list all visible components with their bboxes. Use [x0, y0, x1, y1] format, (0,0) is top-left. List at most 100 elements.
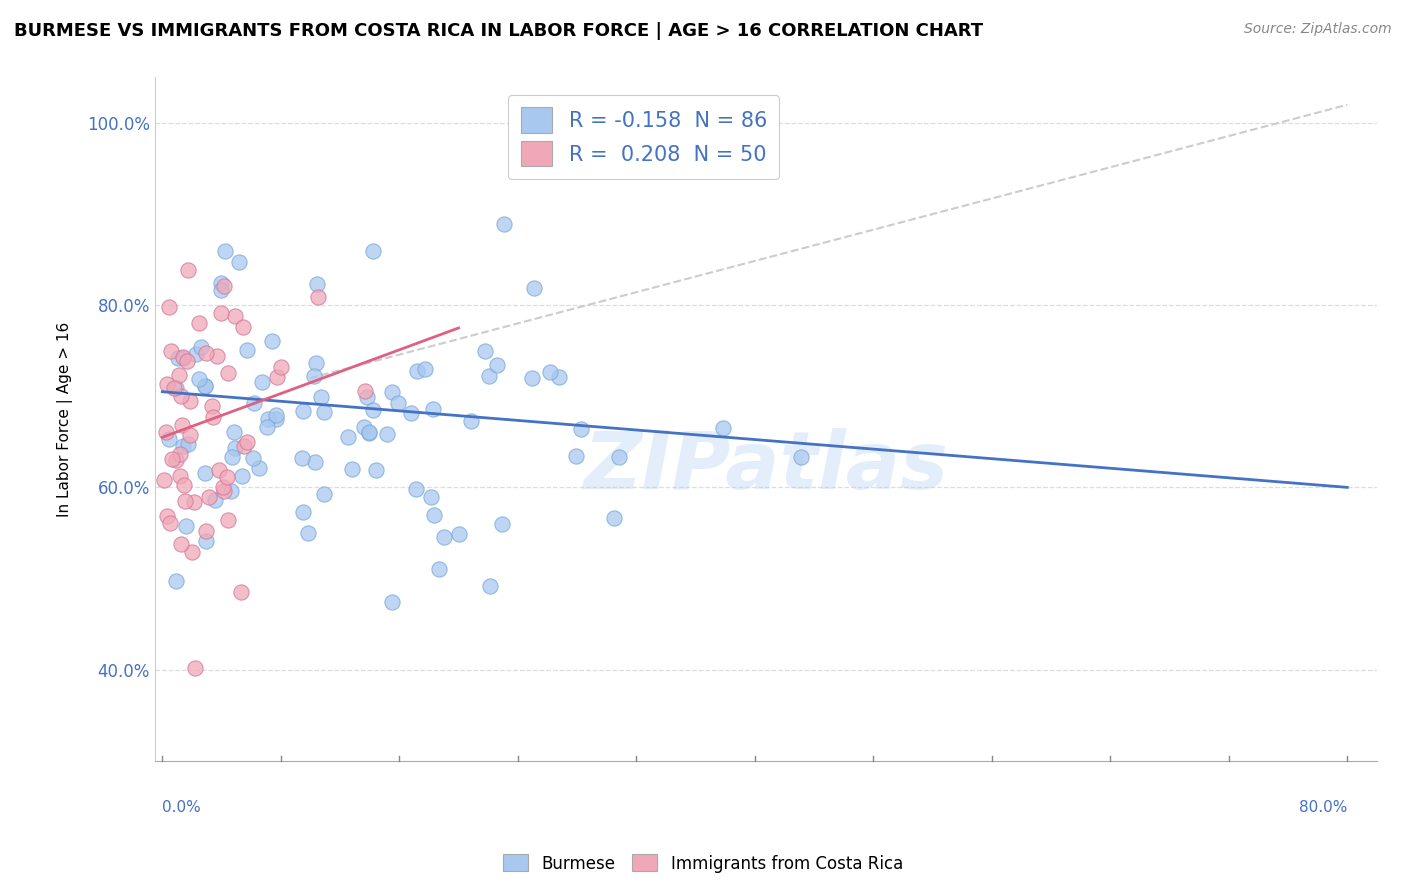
Point — [547, 370, 569, 384]
Point — [292, 404, 315, 418]
Point — [157, 432, 180, 446]
Point — [270, 359, 292, 374]
Point — [179, 394, 201, 409]
Text: 0.0%: 0.0% — [162, 799, 201, 814]
Point — [222, 425, 245, 439]
Point — [522, 371, 544, 385]
Point — [165, 381, 187, 395]
Point — [233, 439, 256, 453]
Point — [264, 409, 287, 423]
Point — [405, 482, 427, 496]
Point — [197, 490, 219, 504]
Text: 80.0%: 80.0% — [1299, 799, 1347, 814]
Point — [342, 462, 364, 476]
Point — [235, 343, 257, 358]
Point — [177, 437, 200, 451]
Point — [491, 517, 513, 532]
Point — [155, 425, 177, 440]
Point — [217, 366, 239, 380]
Point — [170, 537, 193, 551]
Point — [307, 290, 329, 304]
Point — [195, 524, 218, 538]
Point — [312, 486, 335, 500]
Point — [204, 493, 226, 508]
Text: ZIPatlas: ZIPatlas — [583, 428, 949, 506]
Point — [381, 385, 404, 400]
Point — [156, 509, 179, 524]
Point — [165, 453, 187, 467]
Point — [415, 362, 437, 376]
Point — [478, 369, 501, 384]
Point — [184, 661, 207, 675]
Point — [163, 381, 186, 395]
Point — [236, 435, 259, 450]
Point — [789, 450, 811, 465]
Point — [420, 490, 443, 504]
Point — [166, 351, 188, 366]
Point — [565, 449, 588, 463]
Point — [214, 244, 236, 259]
Point — [356, 390, 378, 404]
Point — [494, 217, 516, 231]
Point — [169, 447, 191, 461]
Point — [297, 525, 319, 540]
Point — [209, 283, 232, 297]
Point — [217, 513, 239, 527]
Point — [381, 595, 404, 609]
Point — [399, 406, 422, 420]
Point — [433, 531, 456, 545]
Point — [184, 347, 207, 361]
Point — [242, 451, 264, 466]
Point — [422, 508, 444, 522]
Point — [232, 320, 254, 334]
Point — [250, 375, 273, 389]
Y-axis label: In Labor Force | Age > 16: In Labor Force | Age > 16 — [58, 321, 73, 516]
Point — [569, 422, 592, 436]
Point — [156, 377, 179, 392]
Point — [224, 442, 246, 456]
Point — [357, 426, 380, 441]
Point — [177, 263, 200, 277]
Point — [247, 461, 270, 475]
Text: BURMESE VS IMMIGRANTS FROM COSTA RICA IN LABOR FORCE | AGE > 16 CORRELATION CHAR: BURMESE VS IMMIGRANTS FROM COSTA RICA IN… — [14, 22, 983, 40]
Point — [167, 368, 190, 382]
Point — [209, 306, 232, 320]
Point — [375, 426, 398, 441]
Point — [187, 316, 209, 330]
Point — [229, 584, 252, 599]
Point — [174, 519, 197, 533]
Point — [215, 470, 238, 484]
Point — [180, 544, 202, 558]
Point — [231, 469, 253, 483]
Point — [190, 340, 212, 354]
Point — [266, 370, 288, 384]
Point — [153, 473, 176, 487]
Point — [460, 414, 482, 428]
Point — [312, 404, 335, 418]
Point — [262, 334, 284, 348]
Point — [160, 343, 183, 358]
Point — [449, 527, 471, 541]
Point — [264, 411, 287, 425]
Point — [173, 494, 195, 508]
Point — [172, 350, 194, 364]
Point — [205, 349, 228, 363]
Point — [183, 494, 205, 508]
Point — [160, 451, 183, 466]
Point — [202, 409, 225, 424]
Point — [169, 469, 191, 483]
Point — [224, 309, 246, 323]
Point — [208, 463, 231, 477]
Point — [212, 484, 235, 499]
Point — [212, 480, 235, 494]
Point — [194, 534, 217, 549]
Point — [195, 346, 218, 360]
Point — [219, 483, 242, 498]
Point — [194, 466, 217, 480]
Text: Source: ZipAtlas.com: Source: ZipAtlas.com — [1244, 22, 1392, 37]
Point — [221, 450, 243, 465]
Legend: R = -0.158  N = 86, R =  0.208  N = 50: R = -0.158 N = 86, R = 0.208 N = 50 — [508, 95, 779, 179]
Point — [305, 356, 328, 370]
Point — [387, 395, 409, 409]
Point — [357, 425, 380, 440]
